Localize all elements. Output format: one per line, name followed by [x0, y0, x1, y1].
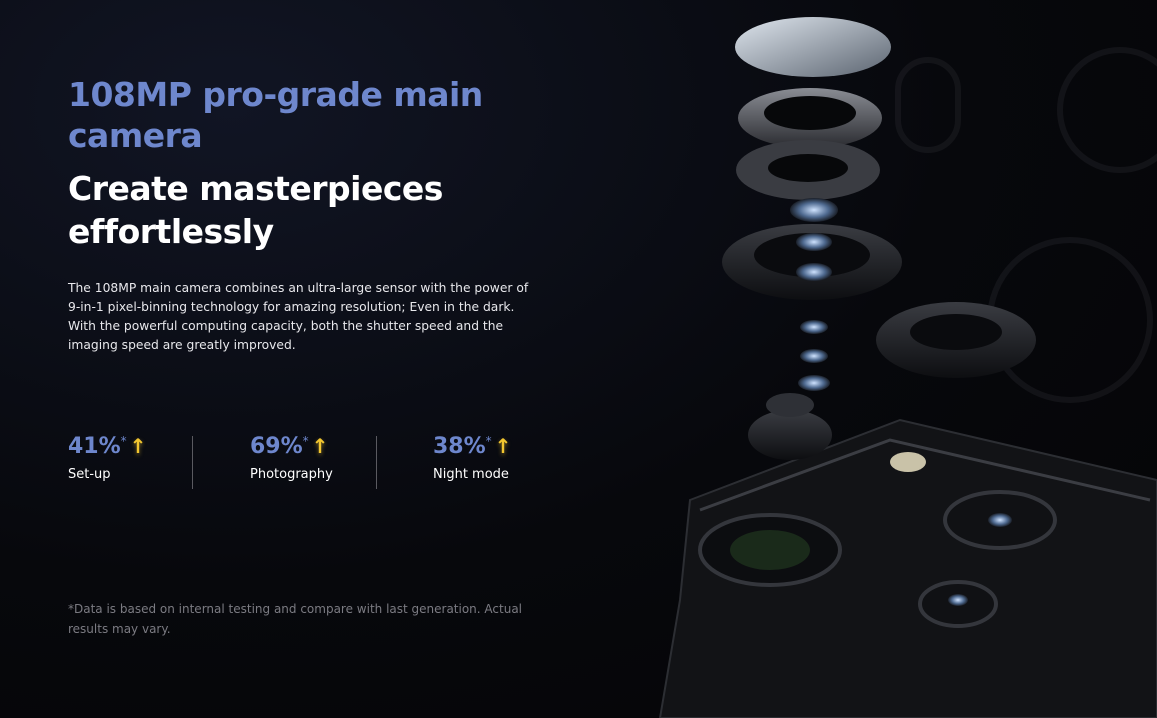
- stat-photography: 69%* ↑ Photography: [250, 434, 333, 482]
- asterisk: *: [120, 434, 127, 448]
- asterisk: *: [485, 434, 492, 448]
- arrow-up-icon: ↑: [129, 434, 147, 458]
- asterisk: *: [302, 434, 309, 448]
- description: The 108MP main camera combines an ultra-…: [68, 281, 529, 352]
- stat-setup: 41%* ↑ Set-up: [68, 434, 146, 482]
- flash: [890, 452, 926, 472]
- camera-exploded-illustration: [658, 17, 1157, 718]
- cover-glass: [735, 17, 891, 77]
- page-subtitle: Create masterpieces effortlessly: [68, 169, 443, 251]
- page-title: 108MP pro-grade main camera: [68, 75, 483, 155]
- stat-label: Set-up: [68, 467, 111, 482]
- arrow-up-icon: ↑: [311, 434, 329, 458]
- stat-label: Night mode: [433, 467, 509, 482]
- footnote: *Data is based on internal testing and c…: [68, 602, 523, 636]
- stat-value: 38%: [433, 434, 486, 459]
- divider: [376, 436, 377, 489]
- stat-night-mode: 38%* ↑ Night mode: [433, 434, 511, 482]
- divider: [192, 436, 193, 489]
- stat-label: Photography: [250, 467, 333, 482]
- stat-value: 69%: [250, 434, 303, 459]
- arrow-up-icon: ↑: [494, 434, 512, 458]
- stat-value: 41%: [68, 434, 121, 459]
